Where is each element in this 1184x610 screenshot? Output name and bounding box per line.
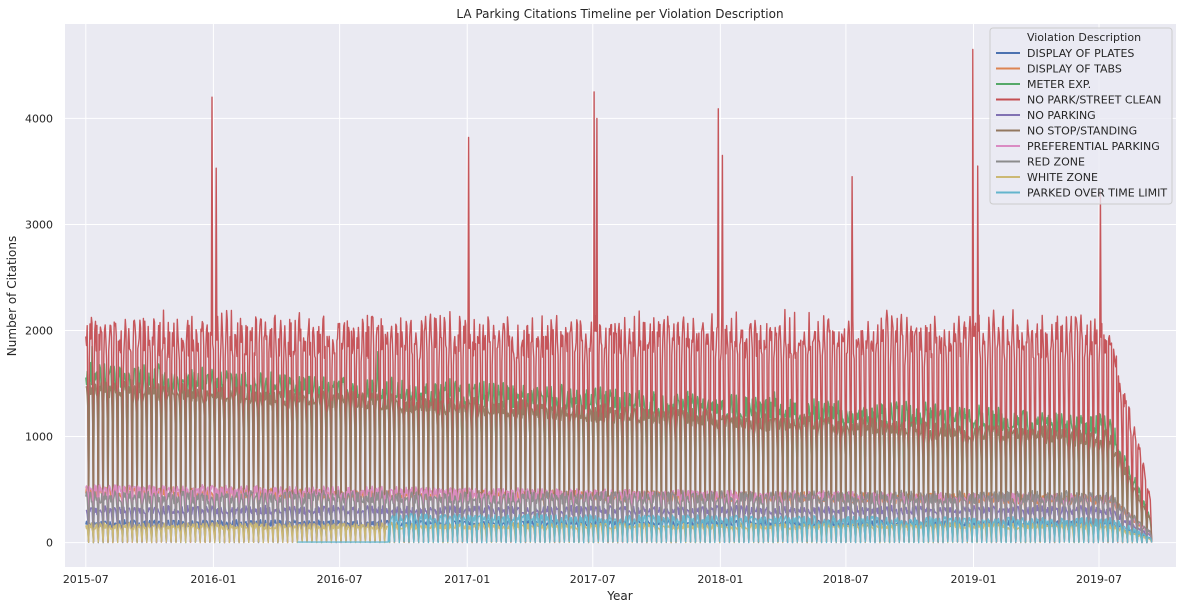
- legend-items: DISPLAY OF PLATES DISPLAY OF TABS METER EX…: [996, 47, 1167, 200]
- legend-frame: [989, 27, 1173, 205]
- x-tick-label: 2017-01: [444, 573, 490, 586]
- x-tick-label: 2016-07: [317, 573, 363, 586]
- series-line: [297, 512, 1153, 544]
- legend-title: Violation Description: [1027, 31, 1141, 44]
- x-tick-label: 2015-07: [63, 573, 109, 586]
- x-tick-label: 2016-01: [190, 573, 236, 586]
- x-tick-label: 2018-01: [697, 573, 743, 586]
- y-tick-label: 4000: [25, 112, 53, 125]
- legend-entry-label: NO STOP/STANDING: [1027, 125, 1137, 138]
- legend-entry-label: PREFERENTIAL PARKING: [1027, 140, 1160, 153]
- legend-entry-label: METER EXP.: [1027, 78, 1091, 91]
- legend-entry-label: NO PARK/STREET CLEAN: [1027, 94, 1161, 107]
- legend-entry-label: DISPLAY OF TABS: [1027, 63, 1122, 76]
- y-axis-label: Number of Citations: [5, 236, 19, 356]
- legend: Violation Description DISPLAY OF PLATESD…: [989, 27, 1173, 205]
- y-tick-label: 2000: [25, 324, 53, 337]
- legend-entry-label: DISPLAY OF PLATES: [1027, 47, 1134, 60]
- y-tick-label: 3000: [25, 218, 53, 231]
- x-tick-label: 2018-07: [823, 573, 869, 586]
- x-tick-label: 2019-07: [1076, 573, 1122, 586]
- x-tick-label: 2017-07: [570, 573, 616, 586]
- legend-entry-label: PARKED OVER TIME LIMIT: [1027, 187, 1167, 200]
- x-tick-label: 2019-01: [951, 573, 997, 586]
- y-tick-label: 1000: [25, 431, 53, 444]
- legend-entry-label: RED ZONE: [1027, 156, 1085, 169]
- legend-entry-label: WHITE ZONE: [1027, 171, 1098, 184]
- x-axis-label: Year: [606, 589, 632, 603]
- y-tick-label: 0: [46, 537, 53, 550]
- chart-title: LA Parking Citations Timeline per Violat…: [456, 7, 783, 21]
- legend-entry-label: NO PARKING: [1027, 109, 1096, 122]
- series-lines: [85, 48, 1153, 544]
- axis-ticks: 2015-07 2016-01 2016-07 2017-01 2017-07 2018-…: [25, 112, 1122, 586]
